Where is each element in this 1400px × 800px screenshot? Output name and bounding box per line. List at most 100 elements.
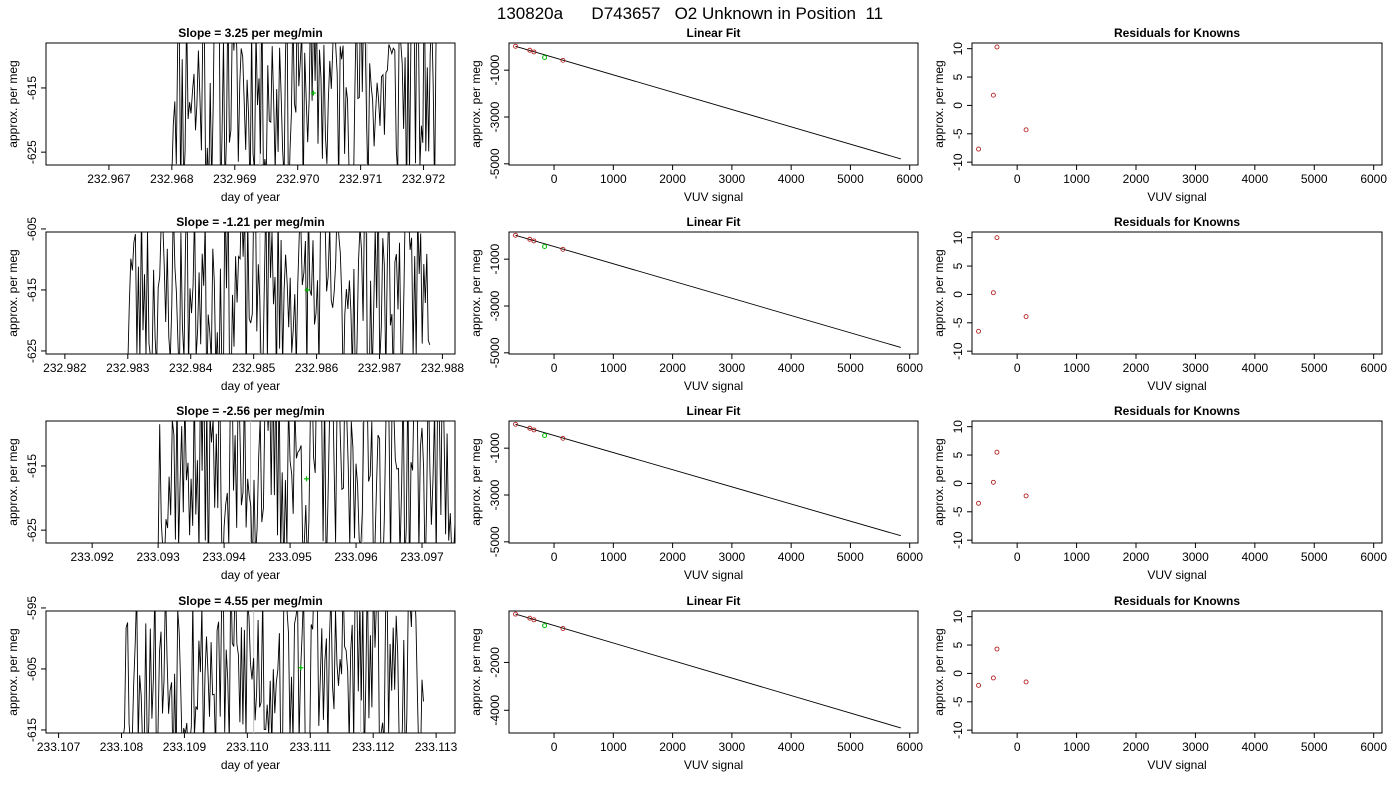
x-tick-label: 233.095	[268, 550, 312, 564]
plot-frame	[971, 231, 1383, 355]
y-tick-label: 5	[951, 73, 965, 80]
x-tick-label: 0	[551, 550, 558, 564]
plot-frame	[45, 610, 456, 734]
y-axis-label: approx. per meg	[932, 249, 946, 336]
x-tick-label: 0	[1014, 361, 1021, 375]
y-tick-label: -2000	[488, 647, 502, 678]
y-tick-label: -5	[951, 696, 965, 707]
data-point	[527, 615, 533, 621]
plot-frame	[508, 231, 919, 355]
x-axis-label: VUV signal	[1147, 190, 1206, 204]
unknown-point	[542, 623, 548, 629]
x-tick-label: 233.109	[163, 740, 207, 754]
x-tick-label: 233.110	[226, 740, 269, 754]
x-tick-label: 0	[551, 361, 558, 375]
y-tick-label: -625	[25, 339, 39, 363]
x-tick-label: 5000	[1301, 172, 1328, 186]
y-tick-label: -3000	[488, 479, 502, 510]
plot-frame	[971, 420, 1383, 544]
y-tick-label: 10	[951, 42, 965, 56]
plot-frame	[508, 610, 919, 734]
x-tick-label: 232.972	[402, 172, 446, 186]
y-axis-label: approx. per meg	[469, 438, 483, 525]
x-axis-label: VUV signal	[684, 758, 743, 772]
y-tick-label: -595	[25, 596, 39, 620]
x-tick-label: 6000	[896, 740, 923, 754]
x-tick-label: 0	[551, 740, 558, 754]
x-tick-label: 1000	[600, 740, 627, 754]
plot-frame	[45, 231, 456, 355]
x-axis-label: VUV signal	[1147, 379, 1206, 393]
data-point	[976, 328, 981, 334]
x-axis-label: VUV signal	[1147, 568, 1206, 582]
data-point	[560, 57, 566, 63]
data-point	[560, 626, 566, 631]
plot-area	[976, 449, 1029, 506]
y-tick-label: -605	[25, 657, 39, 681]
y-tick-label: -10	[951, 153, 965, 171]
x-tick-label: 5000	[837, 361, 864, 375]
x-tick-label: 1000	[1063, 740, 1090, 754]
unknown-point	[542, 55, 548, 61]
x-tick-label: 233.107	[37, 740, 81, 754]
x-tick-label: 232.967	[87, 172, 131, 186]
panel-2-2: Residuals for Knowns VUV signal approx. pe…	[932, 404, 1387, 582]
panel-3-2: Residuals for Knowns VUV signal approx. pe…	[932, 594, 1387, 772]
x-tick-label: 232.985	[232, 361, 276, 375]
panel-1-0: Slope = -1.21 per meg/min day of year appr…	[6, 215, 464, 393]
x-tick-label: 232.968	[150, 172, 194, 186]
x-tick-label: 4000	[778, 550, 805, 564]
y-axis-label: approx. per meg	[6, 249, 20, 336]
plot-frame	[508, 42, 919, 166]
x-tick-label: 233.111	[289, 740, 331, 754]
panel-grid: Slope = 3.25 per meg/min day of year appro…	[6, 26, 1387, 772]
data-point	[1023, 679, 1029, 685]
x-tick-label: 232.987	[358, 361, 402, 375]
x-tick-label: 2000	[1123, 740, 1150, 754]
x-tick-label: 4000	[778, 740, 805, 754]
y-tick-label: -4000	[488, 695, 502, 726]
plot-area	[513, 43, 901, 160]
data-point	[994, 646, 1000, 652]
y-tick-label: -625	[25, 518, 39, 542]
panel-title: Slope = -1.21 per meg/min	[176, 215, 324, 229]
y-tick-label: -1000	[488, 432, 502, 463]
series-line	[123, 611, 424, 733]
x-tick-label: 232.969	[213, 172, 257, 186]
y-tick-label: -615	[25, 76, 39, 100]
x-tick-label: 233.092	[70, 550, 114, 564]
y-tick-label: -10	[951, 531, 965, 549]
data-point	[990, 479, 996, 485]
x-tick-label: 4000	[778, 361, 805, 375]
x-axis-label: VUV signal	[1147, 758, 1206, 772]
y-axis-label: approx. per meg	[469, 249, 483, 336]
data-point	[513, 43, 518, 49]
x-tick-label: 6000	[896, 361, 923, 375]
x-tick-label: 233.108	[100, 740, 144, 754]
x-tick-label: 5000	[837, 550, 864, 564]
y-tick-label: -625	[25, 140, 39, 164]
y-tick-label: -1000	[488, 243, 502, 274]
y-tick-label: -5	[951, 317, 965, 328]
panel-title: Slope = 3.25 per meg/min	[178, 26, 322, 40]
data-point	[976, 682, 981, 688]
plot-area	[976, 44, 1029, 152]
y-tick-label: 10	[951, 420, 965, 434]
x-axis-label: day of year	[221, 568, 280, 582]
data-point	[531, 49, 537, 55]
x-tick-label: 2000	[1123, 550, 1150, 564]
x-tick-label: 232.971	[339, 172, 383, 186]
x-tick-label: 233.093	[136, 550, 180, 564]
x-tick-label: 5000	[837, 740, 864, 754]
x-tick-label: 3000	[719, 550, 746, 564]
series-line	[127, 232, 431, 354]
plot-area	[513, 421, 901, 537]
y-axis-label: approx. per meg	[6, 60, 20, 147]
fit-line	[515, 45, 901, 160]
x-tick-label: 2000	[659, 740, 686, 754]
panel-3-0: Slope = 4.55 per meg/min day of year appro…	[6, 594, 458, 772]
x-tick-label: 2000	[659, 172, 686, 186]
data-point	[1023, 127, 1029, 133]
x-tick-label: 232.986	[295, 361, 339, 375]
data-point	[527, 425, 533, 431]
